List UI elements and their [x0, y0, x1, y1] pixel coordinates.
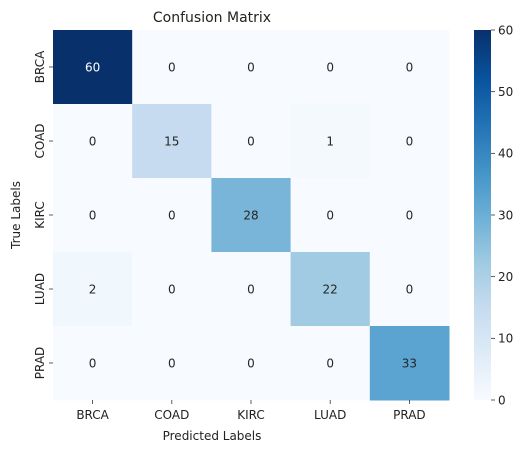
cell-value-label: 0	[406, 209, 414, 223]
colorbar: 0 10 20 30 40 50 60	[474, 23, 513, 407]
cell-value-label: 1	[326, 135, 334, 149]
x-axis-label: Predicted Labels	[163, 429, 262, 443]
heatmap-cell-kirc-luad	[290, 178, 371, 253]
heatmap-cell-kirc-brca	[53, 178, 133, 253]
colorbar-gradient	[474, 30, 491, 400]
cell-value-label: 2	[89, 283, 97, 297]
cell-value-label: 33	[402, 357, 417, 371]
heatmap-cell-brca-kirc	[211, 30, 292, 105]
cell-value-label: 0	[168, 357, 176, 371]
colorbar-tick-label: 0	[498, 393, 506, 407]
heatmap-cell-luad-brca	[53, 252, 133, 327]
cell-value-label: 0	[89, 209, 97, 223]
colorbar-tick-label: 50	[498, 85, 513, 99]
heatmap-cell-coad-luad	[290, 104, 371, 179]
heatmap-cell-luad-prad	[369, 252, 450, 327]
heatmap-cell-prad-luad	[290, 326, 371, 401]
heatmap-cell-brca-brca	[53, 30, 133, 105]
cell-value-label: 0	[247, 283, 255, 297]
colorbar-tick-label: 30	[498, 208, 513, 222]
y-tick-label: PRAD	[33, 347, 47, 380]
heatmap-cell-kirc-prad	[369, 178, 450, 253]
heatmap-cell-coad-coad	[132, 104, 212, 179]
heatmap-cell-prad-kirc	[211, 326, 292, 401]
cell-value-label: 0	[168, 61, 176, 75]
cell-value-label: 0	[89, 135, 97, 149]
x-tick-label: KIRC	[237, 408, 265, 422]
colorbar-tick-label: 60	[498, 23, 513, 37]
heatmap-cell-kirc-kirc	[211, 178, 292, 253]
x-tick-label: COAD	[154, 408, 189, 422]
cell-value-label: 0	[247, 357, 255, 371]
y-axis-ticks: BRCA COAD KIRC LUAD PRAD	[33, 50, 53, 379]
cell-value-label: 0	[326, 61, 334, 75]
chart-title: Confusion Matrix	[153, 10, 271, 26]
heatmap-cell-kirc-coad	[132, 178, 212, 253]
x-tick-label: PRAD	[393, 408, 426, 422]
heatmap-cell-brca-prad	[369, 30, 450, 105]
heatmap-cell-coad-prad	[369, 104, 450, 179]
cell-value-label: 0	[168, 283, 176, 297]
y-tick-label: LUAD	[33, 273, 47, 305]
colorbar-tick-label: 10	[498, 332, 513, 346]
cell-value-label: 0	[89, 357, 97, 371]
colorbar-ticks: 0 10 20 30 40 50 60	[491, 23, 513, 407]
cell-value-label: 22	[323, 283, 338, 297]
cell-value-label: 0	[326, 209, 334, 223]
heatmap-cell-luad-kirc	[211, 252, 292, 327]
heatmap-cell-prad-prad	[369, 326, 450, 401]
heatmap-cells: 60 0 0 0 0 0 15 0 1 0 0 0 28 0 0 2 0 0 22 0 0 0 0 0 33	[53, 30, 450, 401]
cell-value-label: 60	[85, 61, 100, 75]
cell-value-label: 0	[406, 135, 414, 149]
heatmap-cell-brca-luad	[290, 30, 371, 105]
cell-value-label: 0	[406, 283, 414, 297]
heatmap-cell-luad-luad	[290, 252, 371, 327]
cell-value-label: 0	[247, 61, 255, 75]
x-tick-label: BRCA	[76, 408, 109, 422]
colorbar-tick-label: 40	[498, 147, 513, 161]
x-axis-ticks: BRCA COAD KIRC LUAD PRAD	[76, 400, 426, 422]
y-tick-label: COAD	[33, 123, 47, 158]
y-tick-label: BRCA	[33, 50, 47, 83]
cell-value-label: 0	[247, 135, 255, 149]
y-axis-label: True Labels	[9, 181, 23, 250]
cell-value-label: 28	[243, 209, 258, 223]
heatmap-cell-coad-kirc	[211, 104, 292, 179]
heatmap-cell-coad-brca	[53, 104, 133, 179]
cell-value-label: 0	[406, 61, 414, 75]
x-tick-label: LUAD	[314, 408, 346, 422]
cell-value-label: 0	[168, 209, 176, 223]
heatmap-cell-luad-coad	[132, 252, 212, 327]
heatmap-cell-prad-coad	[132, 326, 212, 401]
heatmap-cell-prad-brca	[53, 326, 133, 401]
colorbar-tick-label: 20	[498, 270, 513, 284]
cell-value-label: 0	[326, 357, 334, 371]
cell-value-label: 15	[164, 135, 179, 149]
heatmap-cell-brca-coad	[132, 30, 212, 105]
y-tick-label: KIRC	[33, 201, 47, 229]
